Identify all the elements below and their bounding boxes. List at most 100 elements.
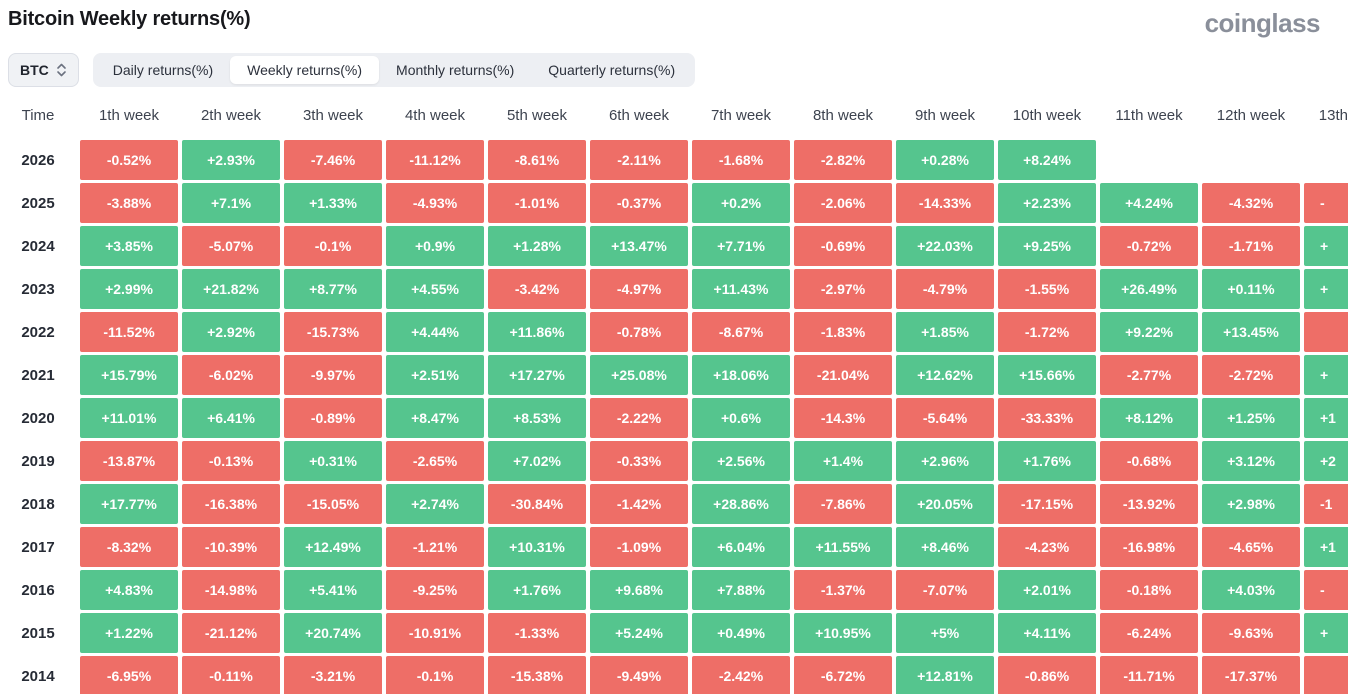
year-label: 2021 [21,366,55,384]
year-label: 2023 [21,280,55,298]
coinglass-logo[interactable]: coinglass [1204,8,1321,38]
week-column-header-2: 2th week [200,106,262,124]
return-cell: -0.13% [182,441,280,481]
page-header: Bitcoin Weekly returns(%) coinglass [0,0,1348,36]
return-cell: -0.78% [590,312,688,352]
return-cell: -13.87% [80,441,178,481]
return-cell: +5.24% [590,613,688,653]
return-cell: +1.33% [284,183,382,223]
return-cell: -17.15% [998,484,1096,524]
symbol-select-value: BTC [20,62,49,78]
table-row: 2025 -3.88% +7.1% +1.33% -4.93% -1.01% -0.37% +… [0,183,1348,223]
return-cell: +4.03% [1202,570,1300,610]
return-cell: +20.05% [896,484,994,524]
week-column-header-12: 12th week [1216,106,1286,124]
tab-monthly[interactable]: Monthly returns(%) [396,62,515,78]
return-cell: -15.38% [488,656,586,694]
return-cell: -0.11% [182,656,280,694]
return-cell: -1.21% [386,527,484,567]
table-row: 2018 +17.77% -16.38% -15.05% +2.74% -30.84% -1… [0,484,1348,524]
return-cell: +1 [1304,398,1348,438]
return-cell: +7.71% [692,226,790,266]
return-cell: -3.42% [488,269,586,309]
tab-quarterly[interactable]: Quarterly returns(%) [548,62,676,78]
tab-daily[interactable]: Daily returns(%) [112,62,214,78]
return-cell: +0.28% [896,140,994,180]
year-label: 2024 [21,237,55,255]
return-cell: -0.37% [590,183,688,223]
tab-weekly[interactable]: Weekly returns(%) [230,56,380,84]
return-cell: -4.97% [590,269,688,309]
return-cell: +13.47% [590,226,688,266]
return-cell: +0.11% [1202,269,1300,309]
return-cell: -0.89% [284,398,382,438]
return-cell: -1 [1304,484,1348,524]
return-cell: +21.82% [182,269,280,309]
return-cell: -33.33% [998,398,1096,438]
return-cell: +8.24% [998,140,1096,180]
return-cell: -8.67% [692,312,790,352]
return-cell: +2 [1304,441,1348,481]
return-cell: - [1304,183,1348,223]
symbol-select[interactable]: BTC [8,53,79,87]
week-column-header-8: 8th week [812,106,874,124]
return-cell: +1.22% [80,613,178,653]
return-cell: -2.77% [1100,355,1198,395]
return-cell: +9.22% [1100,312,1198,352]
return-cell: -1.37% [794,570,892,610]
year-label: 2025 [21,194,55,212]
up-down-chevron-icon [56,62,67,78]
year-label: 2018 [21,495,55,513]
return-cell: +25.08% [590,355,688,395]
return-cell: +1.85% [896,312,994,352]
return-cell: -4.23% [998,527,1096,567]
return-cell: -21.04% [794,355,892,395]
return-cell: +1.76% [998,441,1096,481]
return-cell: +17.77% [80,484,178,524]
return-cell: -1.09% [590,527,688,567]
return-cell: -15.05% [284,484,382,524]
return-cell: -14.33% [896,183,994,223]
return-cell: -2.97% [794,269,892,309]
return-cell: -6.24% [1100,613,1198,653]
return-cell: +2.92% [182,312,280,352]
return-cell: + [1304,226,1348,266]
return-cell: -14.3% [794,398,892,438]
return-cell: +9.68% [590,570,688,610]
return-cell: +4.24% [1100,183,1198,223]
return-cell: +3.85% [80,226,178,266]
table-row: 2015 +1.22% -21.12% +20.74% -10.91% -1.33% +5.… [0,613,1348,653]
return-cell: -9.63% [1202,613,1300,653]
return-cell: -4.32% [1202,183,1300,223]
return-cell: -11.52% [80,312,178,352]
week-column-header-7: 7th week [710,106,772,124]
return-cell: +2.51% [386,355,484,395]
return-cell: -0.69% [794,226,892,266]
week-column-header-1: 1th week [98,106,160,124]
table-row: 2024 +3.85% -5.07% -0.1% +0.9% +1.28% +13.47% +… [0,226,1348,266]
return-cell: +22.03% [896,226,994,266]
return-cell: +11.55% [794,527,892,567]
return-cell: -14.98% [182,570,280,610]
return-cell: +18.06% [692,355,790,395]
year-label: 2014 [21,667,55,685]
return-cell: -1.71% [1202,226,1300,266]
return-cell: -1.68% [692,140,790,180]
return-cell: -4.93% [386,183,484,223]
return-cell: +6.04% [692,527,790,567]
return-cell: +5% [896,613,994,653]
return-cell: -2.11% [590,140,688,180]
return-cell: -0.1% [386,656,484,694]
return-cell: +4.44% [386,312,484,352]
return-cell: +7.02% [488,441,586,481]
return-cell: -8.61% [488,140,586,180]
return-cell: -16.98% [1100,527,1198,567]
table-row: 2022 -11.52% +2.92% -15.73% +4.44% +11.86% -0.… [0,312,1348,352]
return-cell: +12.81% [896,656,994,694]
return-cell: -10.91% [386,613,484,653]
table-row: 2021 +15.79% -6.02% -9.97% +2.51% +17.27% +25.… [0,355,1348,395]
return-cell: + [1304,355,1348,395]
return-cell: +1 [1304,527,1348,567]
return-cell: +4.83% [80,570,178,610]
table-row: 2016 +4.83% -14.98% +5.41% -9.25% +1.76% +9.68… [0,570,1348,610]
